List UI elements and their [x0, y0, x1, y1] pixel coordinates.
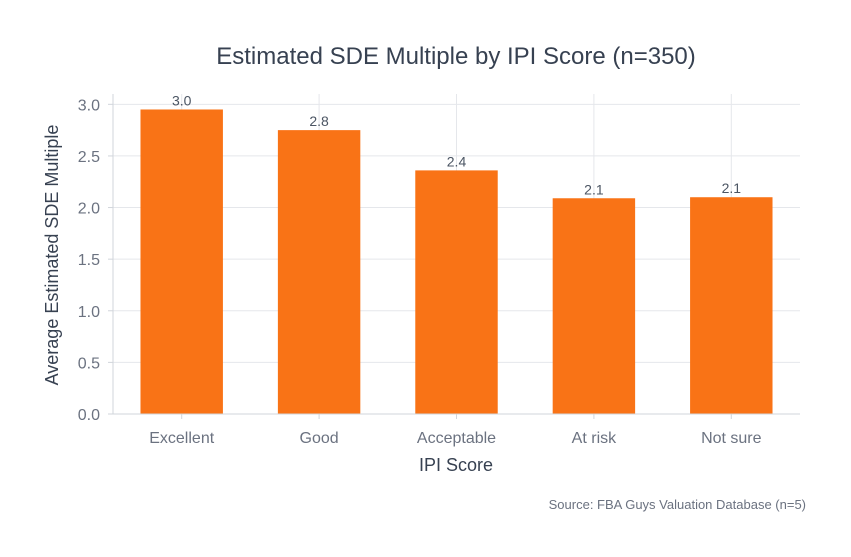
- bars: 3.0 2.8 2.4 2.1 2.1: [140, 92, 773, 414]
- x-axis-label: IPI Score: [419, 455, 493, 475]
- bar-value-label: 2.4: [447, 153, 467, 169]
- bar: [140, 109, 223, 414]
- chart-title: Estimated SDE Multiple by IPI Score (n=3…: [216, 43, 696, 70]
- x-tick-label: At risk: [572, 430, 617, 447]
- bar-value-label: 2.1: [722, 180, 742, 196]
- y-tick-label: 0.0: [78, 407, 100, 424]
- x-tick-label: Excellent: [149, 430, 214, 447]
- bar-value-label: 3.0: [172, 92, 192, 108]
- bar-value-label: 2.8: [309, 113, 329, 129]
- y-tick-label: 1.0: [78, 304, 100, 321]
- source-note: Source: FBA Guys Valuation Database (n=5…: [549, 497, 806, 512]
- y-tick-label: 0.5: [78, 355, 100, 372]
- y-tick-label: 1.5: [78, 252, 100, 269]
- y-tick-label: 2.5: [78, 149, 100, 166]
- bar-value-label: 2.1: [584, 181, 604, 197]
- bar: [690, 197, 773, 414]
- x-tick-label: Good: [300, 430, 339, 447]
- axes: 0.0 0.5 1.0 1.5 2.0 2.5 3.0 Excellent Good Accept…: [78, 94, 800, 447]
- y-tick-label: 2.0: [78, 201, 100, 218]
- bar: [277, 130, 361, 414]
- x-tick-label: Acceptable: [417, 430, 496, 447]
- x-tick-label: Not sure: [701, 430, 762, 447]
- y-axis-label: Average Estimated SDE Multiple: [42, 125, 62, 386]
- bar: [415, 170, 498, 414]
- y-tick-label: 3.0: [78, 97, 100, 114]
- bar: [552, 198, 636, 414]
